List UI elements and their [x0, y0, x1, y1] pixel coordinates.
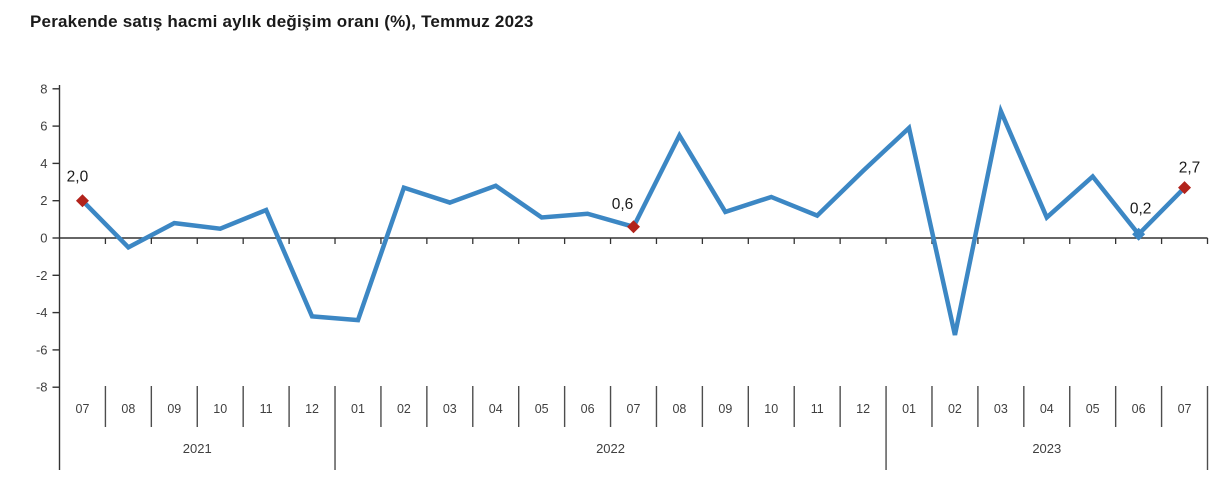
- y-tick-label: -2: [36, 268, 48, 283]
- month-label: 02: [948, 402, 962, 416]
- data-point-marker: [1132, 227, 1146, 241]
- month-label: 11: [811, 402, 824, 416]
- month-label: 07: [1178, 402, 1192, 416]
- month-label: 11: [260, 402, 273, 416]
- y-tick-label: 8: [40, 81, 47, 96]
- month-label: 12: [305, 402, 319, 416]
- y-tick-label: 2: [40, 193, 47, 208]
- month-label: 10: [213, 402, 227, 416]
- month-label: 05: [1086, 402, 1100, 416]
- month-label: 04: [1040, 402, 1054, 416]
- y-tick-label: -8: [36, 380, 48, 395]
- year-label: 2021: [183, 441, 212, 456]
- y-tick-label: -4: [36, 305, 48, 320]
- data-point-marker: [75, 194, 89, 208]
- month-label: 08: [121, 402, 135, 416]
- month-label: 05: [535, 402, 549, 416]
- month-label: 01: [351, 402, 365, 416]
- y-tick-label: 0: [40, 231, 47, 246]
- month-label: 06: [581, 402, 595, 416]
- month-label: 09: [167, 402, 181, 416]
- y-tick-label: 4: [40, 156, 47, 171]
- data-point-label: 2,0: [67, 169, 89, 186]
- data-point-label: 0,2: [1130, 200, 1152, 217]
- data-point-label: 0,6: [612, 196, 634, 213]
- month-label: 08: [672, 402, 686, 416]
- data-point-marker: [627, 220, 640, 234]
- y-tick-label: -6: [36, 342, 48, 357]
- chart-title: Perakende satış hacmi aylık değişim oran…: [30, 12, 534, 31]
- month-label: 09: [718, 402, 732, 416]
- year-label: 2023: [1032, 441, 1061, 456]
- month-label: 06: [1132, 402, 1146, 416]
- month-label: 07: [627, 402, 641, 416]
- month-label: 02: [397, 402, 411, 416]
- y-tick-label: 6: [40, 119, 47, 134]
- month-label: 03: [443, 402, 457, 416]
- month-label: 03: [994, 402, 1008, 416]
- month-label: 01: [902, 402, 916, 416]
- month-label: 12: [856, 402, 870, 416]
- month-label: 04: [489, 402, 503, 416]
- month-label: 10: [764, 402, 778, 416]
- data-point-label: 2,7: [1179, 160, 1201, 177]
- year-label: 2022: [596, 441, 625, 456]
- data-point-marker: [1178, 181, 1192, 195]
- month-label: 07: [76, 402, 90, 416]
